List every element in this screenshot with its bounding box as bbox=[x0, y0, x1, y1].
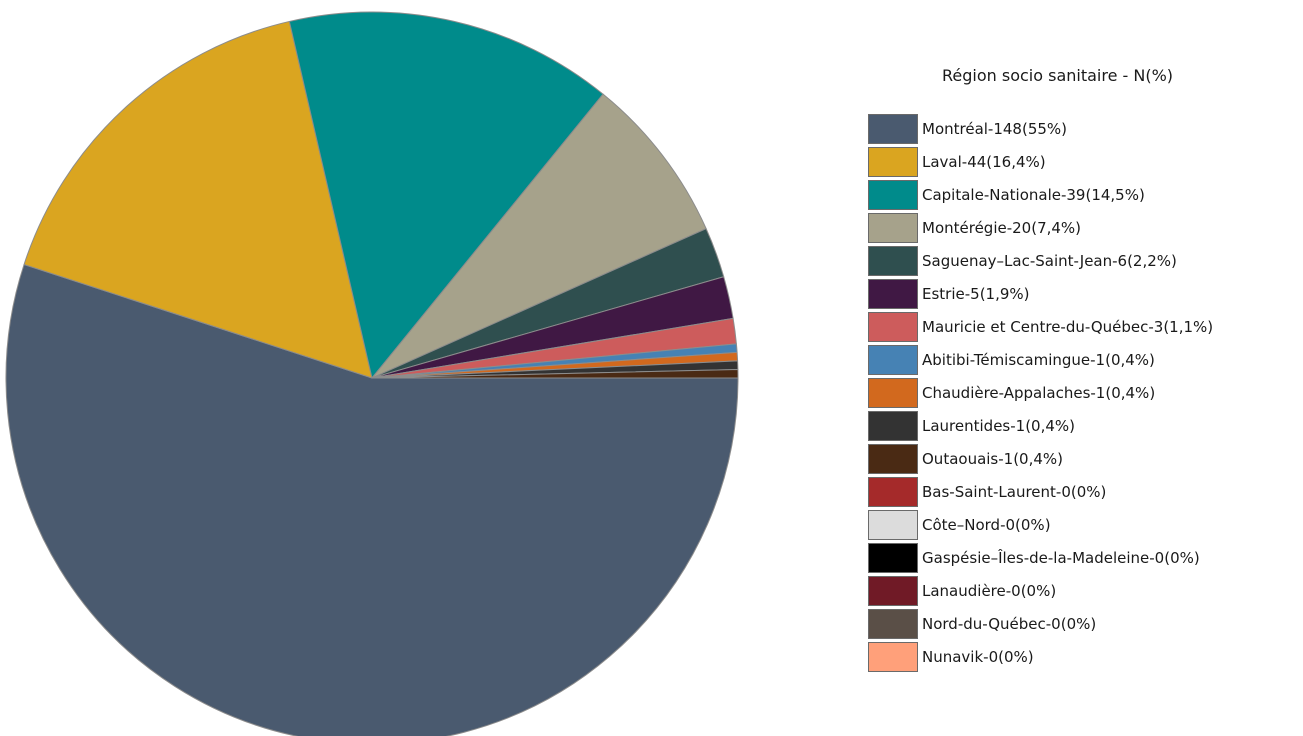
legend-swatch bbox=[868, 609, 918, 639]
legend-item-abitibi-temiscamingue: Abitibi-Témiscamingue-1(0,4%) bbox=[868, 345, 1213, 378]
legend-label: Mauricie et Centre-du-Québec-3(1,1%) bbox=[922, 318, 1214, 336]
legend-item-laval: Laval-44(16,4%) bbox=[868, 147, 1213, 180]
legend-label: Côte–Nord-0(0%) bbox=[922, 516, 1051, 534]
pie-slice-laval bbox=[23, 20, 373, 379]
legend-label: Estrie-5(1,9%) bbox=[922, 285, 1030, 303]
legend-swatch bbox=[868, 543, 918, 573]
legend-label: Lanaudière-0(0%) bbox=[922, 582, 1057, 600]
pie-slice-capitale-nationale bbox=[288, 11, 604, 379]
legend-swatch bbox=[868, 213, 918, 243]
legend-label: Gaspésie–Îles-de-la-Madeleine-0(0%) bbox=[922, 549, 1200, 567]
legend-label: Laurentides-1(0,4%) bbox=[922, 417, 1076, 435]
pie-slice-outaouais bbox=[371, 368, 739, 379]
legend-item-montreal: Montréal-148(55%) bbox=[868, 114, 1213, 147]
legend-swatch bbox=[868, 576, 918, 606]
legend-swatch bbox=[868, 444, 918, 474]
legend-item-laurentides: Laurentides-1(0,4%) bbox=[868, 411, 1213, 444]
pie-slice-montreal bbox=[5, 263, 739, 736]
legend-item-cote-nord: Côte–Nord-0(0%) bbox=[868, 510, 1213, 543]
pie-chart bbox=[5, 11, 739, 736]
legend-item-gaspesie-iles-de-la-madeleine: Gaspésie–Îles-de-la-Madeleine-0(0%) bbox=[868, 543, 1213, 576]
pie-slice-monteregie bbox=[371, 93, 707, 379]
legend-label: Saguenay–Lac-Saint-Jean-6(2,2%) bbox=[922, 252, 1177, 270]
legend-swatch bbox=[868, 642, 918, 672]
legend-label: Nord-du-Québec-0(0%) bbox=[922, 615, 1097, 633]
legend-title: Région socio sanitaire - N(%) bbox=[942, 66, 1174, 85]
legend-item-estrie: Estrie-5(1,9%) bbox=[868, 279, 1213, 312]
legend-item-capitale-nationale: Capitale-Nationale-39(14,5%) bbox=[868, 180, 1213, 213]
legend-swatch bbox=[868, 114, 918, 144]
legend-swatch bbox=[868, 378, 918, 408]
legend-swatch bbox=[868, 246, 918, 276]
legend-label: Outaouais-1(0,4%) bbox=[922, 450, 1064, 468]
legend-label: Chaudière-Appalaches-1(0,4%) bbox=[922, 384, 1156, 402]
legend-swatch bbox=[868, 279, 918, 309]
legend-label: Nunavik-0(0%) bbox=[922, 648, 1034, 666]
legend-swatch bbox=[868, 411, 918, 441]
legend-item-lanaudiere: Lanaudière-0(0%) bbox=[868, 576, 1213, 609]
legend-swatch bbox=[868, 477, 918, 507]
legend-label: Capitale-Nationale-39(14,5%) bbox=[922, 186, 1145, 204]
legend-label: Montérégie-20(7,4%) bbox=[922, 219, 1082, 237]
legend-item-bas-saint-laurent: Bas-Saint-Laurent-0(0%) bbox=[868, 477, 1213, 510]
legend-label: Bas-Saint-Laurent-0(0%) bbox=[922, 483, 1107, 501]
legend-item-nunavik: Nunavik-0(0%) bbox=[868, 642, 1213, 675]
legend-item-nord-du-quebec: Nord-du-Québec-0(0%) bbox=[868, 609, 1213, 642]
legend-item-saguenay-lac-saint-jean: Saguenay–Lac-Saint-Jean-6(2,2%) bbox=[868, 246, 1213, 279]
legend-swatch bbox=[868, 510, 918, 540]
legend-item-chaudiere-appalaches: Chaudière-Appalaches-1(0,4%) bbox=[868, 378, 1213, 411]
legend-swatch bbox=[868, 180, 918, 210]
legend-item-monteregie: Montérégie-20(7,4%) bbox=[868, 213, 1213, 246]
legend-list: Montréal-148(55%) Laval-44(16,4%) Capitale… bbox=[868, 114, 1213, 675]
legend-item-mauricie-et-centre-du-quebec: Mauricie et Centre-du-Québec-3(1,1%) bbox=[868, 312, 1213, 345]
legend-swatch bbox=[868, 147, 918, 177]
legend-label: Abitibi-Témiscamingue-1(0,4%) bbox=[922, 351, 1155, 369]
legend-swatch bbox=[868, 345, 918, 375]
legend-swatch bbox=[868, 312, 918, 342]
legend-item-outaouais: Outaouais-1(0,4%) bbox=[868, 444, 1213, 477]
legend-label: Laval-44(16,4%) bbox=[922, 153, 1046, 171]
legend-label: Montréal-148(55%) bbox=[922, 120, 1068, 138]
